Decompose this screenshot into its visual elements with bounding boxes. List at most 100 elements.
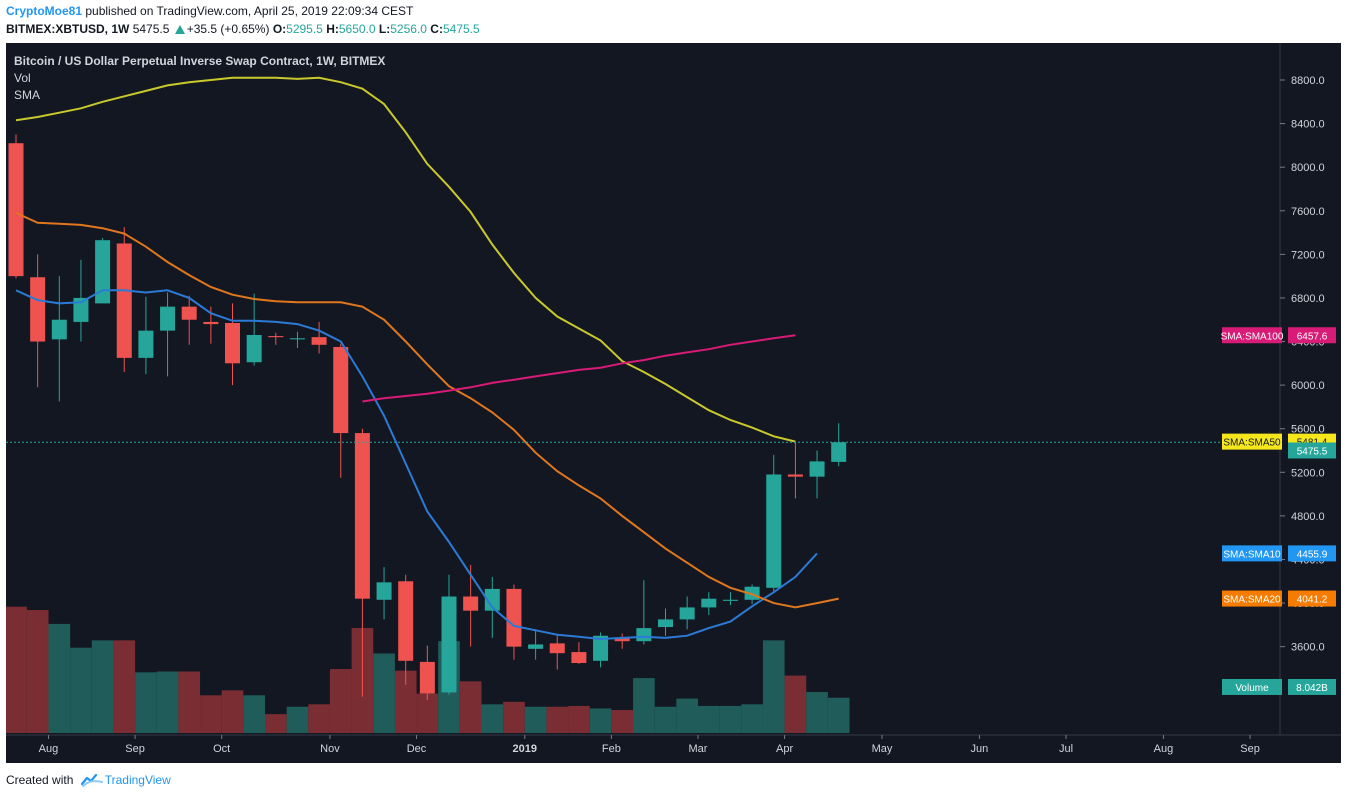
symbol-label: BITMEX:XBTUSD, 1W xyxy=(6,22,130,36)
volume-bar xyxy=(459,681,482,733)
low-value: 5256.0 xyxy=(390,22,427,36)
price-chart[interactable]: 3600.04000.04400.04800.05200.05600.06000… xyxy=(6,43,1341,763)
last-price: 5475.5 xyxy=(132,22,170,36)
candle-body xyxy=(658,619,673,628)
price-tag: SMA:SMA10 4455.9 xyxy=(1222,545,1336,562)
sma-line-sma100 xyxy=(362,334,796,403)
candle-body xyxy=(787,474,803,477)
candle-body xyxy=(484,588,500,611)
time-tick-label: Aug xyxy=(1154,743,1174,755)
price-tag-value: 4455.9 xyxy=(1297,549,1328,560)
footer: Created with TradingView xyxy=(6,773,171,787)
volume-bar xyxy=(741,704,763,733)
sma-line-sma20 xyxy=(15,211,839,609)
price-tag-value-box xyxy=(1288,590,1336,607)
time-tick-label: 2019 xyxy=(513,743,537,755)
volume-bar xyxy=(568,705,590,733)
price-tick-label: 5600.0 xyxy=(1291,424,1325,436)
candle-body xyxy=(441,596,457,693)
volume-bar xyxy=(546,706,569,733)
candle-body xyxy=(593,635,609,661)
volume-bar xyxy=(135,672,157,733)
candle-body xyxy=(225,323,240,364)
volume-bar xyxy=(633,678,655,733)
price-axis[interactable] xyxy=(1280,43,1341,735)
time-tick-label: Mar xyxy=(688,743,707,755)
volume-bar xyxy=(698,705,720,733)
candle-body xyxy=(138,330,154,358)
time-tick-label: Sep xyxy=(125,743,145,755)
candle-body xyxy=(246,334,262,363)
volume-bar xyxy=(200,695,222,733)
price-tag-value: 6457.6 xyxy=(1297,331,1328,342)
time-tick-label: Feb xyxy=(602,743,621,755)
volume-bar xyxy=(243,695,265,733)
candle-body xyxy=(809,461,825,477)
author-link[interactable]: CryptoMoe81 xyxy=(6,4,83,18)
price-tag-name: SMA:SMA100 xyxy=(1221,331,1284,342)
candle-body xyxy=(354,433,370,599)
price-tick-label: 8800.0 xyxy=(1291,75,1325,87)
time-tick-label: Jun xyxy=(971,743,989,755)
volume-bar xyxy=(762,640,785,733)
volume-bar xyxy=(265,714,287,733)
price-tick-label: 6800.0 xyxy=(1291,293,1325,305)
price-tag-name-box xyxy=(1222,678,1282,695)
volume-bar xyxy=(416,693,439,733)
volume-bar xyxy=(221,690,244,733)
time-ticks: Aug Sep Oct Nov Dec 2019 Feb Mar Apr May Jun Jul Aug… xyxy=(39,735,1260,755)
legend-sma[interactable]: SMA xyxy=(14,88,40,102)
candle-body xyxy=(30,277,46,342)
tradingview-link[interactable]: TradingView xyxy=(104,773,171,787)
open-value: 5295.5 xyxy=(286,22,323,36)
time-tick-label: Dec xyxy=(407,743,427,755)
price-change: +35.5 (+0.65%) xyxy=(186,22,270,36)
up-arrow-icon xyxy=(174,25,185,34)
time-tick-label: Aug xyxy=(39,743,59,755)
volume-bar xyxy=(6,606,27,733)
price-tag-name: SMA:SMA20 xyxy=(1223,595,1281,606)
candle-body xyxy=(333,346,349,434)
volume-bar xyxy=(286,706,309,733)
price-tag-name: SMA:SMA10 xyxy=(1223,549,1281,560)
candle-body xyxy=(679,607,695,620)
candle-body xyxy=(95,240,111,304)
volume-bar xyxy=(806,692,828,733)
close-value: 5475.5 xyxy=(442,22,480,36)
volume-bar xyxy=(394,670,417,733)
candle-body xyxy=(571,652,587,663)
candles xyxy=(8,134,847,701)
candle-body xyxy=(8,143,24,277)
volume-bar xyxy=(48,623,71,733)
candle-body xyxy=(311,337,327,345)
price-tag-value-box xyxy=(1288,678,1336,695)
open-label: O: xyxy=(272,22,287,36)
volume-bar xyxy=(26,610,49,733)
sma-line-sma50 xyxy=(15,76,796,443)
volume-bar xyxy=(373,653,395,733)
high-label: H: xyxy=(326,22,339,36)
time-axis[interactable] xyxy=(6,735,1341,763)
price-tag-value-box xyxy=(1288,545,1336,562)
price-tick-label: 4800.0 xyxy=(1291,511,1325,523)
candle-body xyxy=(614,637,630,642)
created-with: Created with xyxy=(6,773,74,787)
price-tick-label: 6000.0 xyxy=(1291,380,1325,392)
price-tick-label: 8000.0 xyxy=(1291,162,1325,174)
time-tick-label: Nov xyxy=(320,743,340,755)
candle-body xyxy=(463,596,479,611)
price-tick-label: 8400.0 xyxy=(1291,119,1325,131)
price-tag-name-box xyxy=(1222,327,1282,344)
candle-body xyxy=(701,598,717,608)
price-tag-value: 4041.2 xyxy=(1297,595,1328,606)
sma-lines xyxy=(15,76,839,641)
close-label: C: xyxy=(430,22,443,36)
publish-info: CryptoMoe81 published on TradingView.com… xyxy=(6,4,413,18)
volume-bar xyxy=(827,697,850,733)
candle-body xyxy=(831,442,847,462)
volume-bar xyxy=(156,671,179,733)
volume-bar xyxy=(719,705,742,733)
time-tick-label: Jul xyxy=(1059,743,1073,755)
legend-vol[interactable]: Vol xyxy=(14,71,31,85)
price-tick-label: 7200.0 xyxy=(1291,249,1325,261)
